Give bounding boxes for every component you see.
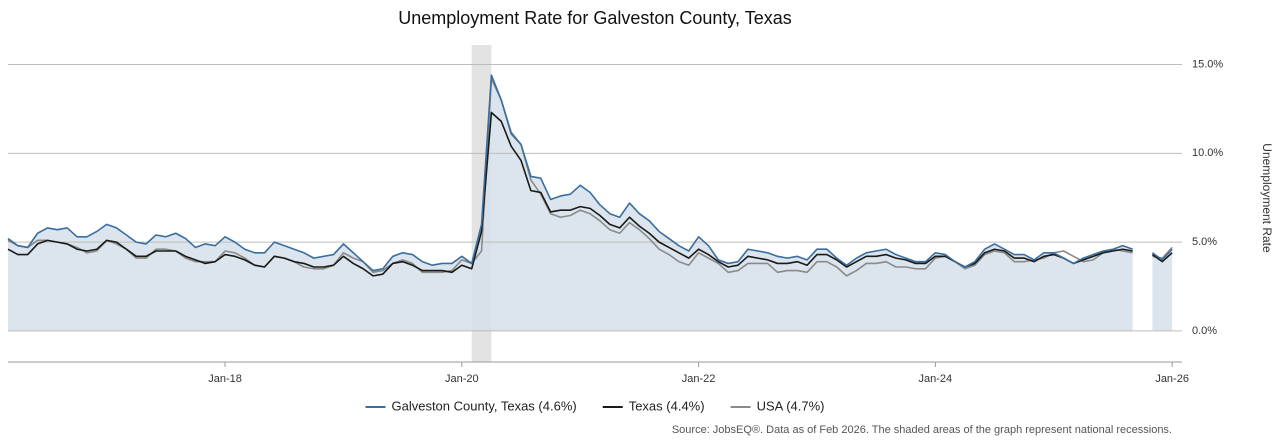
chart-title: Unemployment Rate for Galveston County, … [398, 8, 792, 28]
legend-text: Galveston County, Texas (4.6%) [391, 398, 576, 413]
y-tick-label: 0.0% [1192, 325, 1217, 337]
y-tick-label: 15.0% [1192, 58, 1223, 70]
y-axis-label: Unemployment Rate [1260, 143, 1274, 253]
x-tick-label: Jan-22 [682, 373, 716, 385]
series-line [7, 111, 1173, 277]
legend-text: Texas (4.4%) [629, 398, 705, 413]
area [8, 75, 1173, 331]
x-tick-label: Jan-18 [208, 373, 242, 385]
y-tick-label: 10.0% [1192, 147, 1223, 159]
y-tick-label: 5.0% [1192, 236, 1217, 248]
legend-text: USA (4.7%) [757, 398, 825, 413]
x-tick-label: Jan-24 [919, 373, 953, 385]
source-note: Source: JobsEQ®. Data as of Feb 2026. Th… [672, 424, 1172, 436]
series-line [7, 74, 1173, 272]
x-tick-label: Jan-26 [1155, 373, 1189, 385]
x-tick-label: Jan-20 [445, 373, 479, 385]
